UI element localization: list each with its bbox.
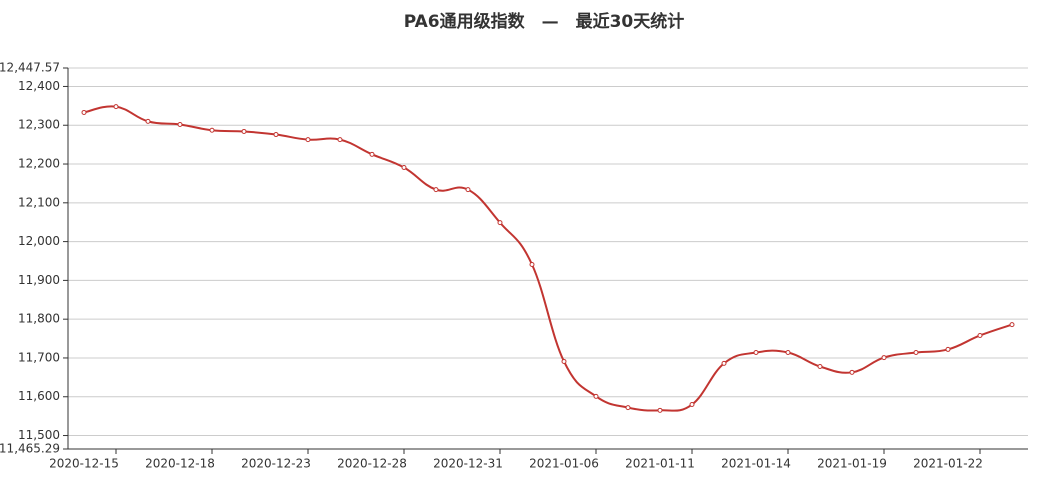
x-tick-label: 2020-12-28 [337, 457, 407, 471]
y-tick-label: 11,800 [18, 312, 60, 326]
x-tick-label: 2021-01-14 [721, 457, 791, 471]
y-tick-label: 12,000 [18, 234, 60, 248]
point [209, 127, 215, 133]
point [337, 137, 343, 143]
point [977, 332, 983, 338]
point [913, 350, 919, 356]
x-tick-label: 2020-12-23 [241, 457, 311, 471]
point [465, 187, 471, 193]
point [113, 104, 119, 110]
point [785, 350, 791, 356]
line [83, 105, 1013, 412]
point [625, 405, 631, 411]
y-tick-label: 11,465.29 [0, 442, 60, 456]
y-tick-label: 11,600 [18, 389, 60, 403]
point [177, 121, 183, 127]
x-tick-label: 2021-01-22 [913, 457, 983, 471]
x-tick-label: 2020-12-18 [145, 457, 215, 471]
point [849, 369, 855, 375]
y-tick-label: 12,100 [18, 195, 60, 209]
point [305, 137, 311, 143]
point [753, 350, 759, 356]
x-tick-label: 2020-12-31 [433, 457, 503, 471]
point [433, 187, 439, 193]
y-tick-label: 11,500 [18, 428, 60, 442]
chart-title: PA6通用级指数 — 最近30天统计 [404, 11, 685, 32]
point [273, 132, 279, 138]
y-tick-label: 12,300 [18, 118, 60, 132]
point [817, 363, 823, 369]
point [689, 402, 695, 408]
point [241, 128, 247, 134]
y-tick-label: 12,200 [18, 157, 60, 171]
point [1009, 322, 1015, 328]
x-tick-label: 2021-01-11 [625, 457, 695, 471]
y-tick-label: 11,700 [18, 350, 60, 364]
point [81, 109, 87, 115]
point [561, 358, 567, 364]
point [145, 118, 151, 124]
x-tick-label: 2020-12-15 [49, 457, 119, 471]
point [369, 151, 375, 157]
point [593, 393, 599, 399]
y-tick-label: 12,447.57 [0, 61, 60, 75]
point [497, 220, 503, 226]
point [657, 407, 663, 413]
point [881, 355, 887, 361]
point [401, 165, 407, 171]
x-tick-label: 2021-01-19 [817, 457, 887, 471]
x-tick-label: 2021-01-06 [529, 457, 599, 471]
y-tick-label: 11,900 [18, 273, 60, 287]
point [529, 261, 535, 267]
point [721, 360, 727, 366]
point [945, 346, 951, 352]
y-tick-label: 12,400 [18, 79, 60, 93]
